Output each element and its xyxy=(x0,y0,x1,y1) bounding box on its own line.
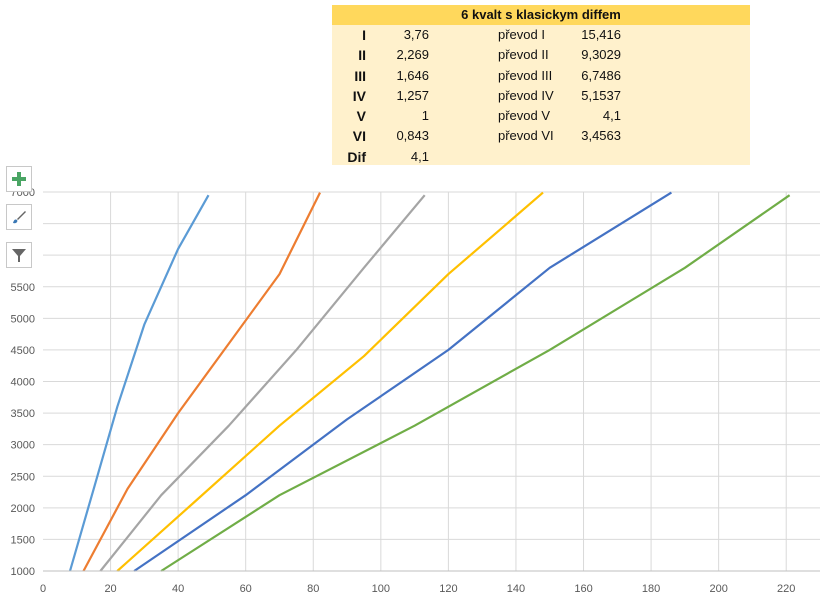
series-line-4 xyxy=(116,191,544,572)
x-tick-label: 0 xyxy=(40,583,46,595)
plus-icon xyxy=(12,172,26,186)
y-tick-label: 5500 xyxy=(11,282,35,294)
x-tick-label: 120 xyxy=(439,583,457,595)
table-row: III 1,646 převod III 6,7486 xyxy=(332,66,750,86)
transmission-value: 9,3029 xyxy=(581,47,621,63)
y-tick-label: 4500 xyxy=(11,345,35,357)
series-line-2 xyxy=(82,192,321,572)
gear-ratio-table: 6 kvalt s klasickym diffem I 3,76 převod I… xyxy=(332,5,750,165)
gear-ratio: 3,76 xyxy=(403,27,429,42)
series-line-6 xyxy=(160,194,791,572)
transmission-value: 5,1537 xyxy=(581,87,621,103)
chart-elements-button[interactable] xyxy=(6,166,32,192)
table-row: IV 1,257 převod IV 5,1537 xyxy=(332,86,750,106)
gear-label: V xyxy=(356,108,366,125)
table-row: V 1 převod V 4,1 xyxy=(332,106,750,126)
chart-styles-button[interactable] xyxy=(6,204,32,230)
x-tick-label: 220 xyxy=(777,583,795,595)
x-tick-label: 60 xyxy=(240,583,252,595)
gear-ratio: 2,269 xyxy=(396,47,429,63)
series-line-5 xyxy=(133,191,672,572)
y-tick-label: 2000 xyxy=(11,503,35,515)
table-row: Dif 4,1 xyxy=(332,147,750,167)
gear-ratio: 1 xyxy=(421,108,429,124)
transmission-value: 3,4563 xyxy=(581,128,621,144)
brush-icon xyxy=(13,211,26,224)
x-tick-label: 80 xyxy=(307,583,319,595)
x-tick-label: 100 xyxy=(372,583,390,595)
y-tick-label: 1000 xyxy=(11,566,35,578)
transmission-label: převod V xyxy=(498,108,551,124)
gear-label: I xyxy=(362,27,366,43)
table-row: II 2,269 převod II 9,3029 xyxy=(332,45,750,65)
x-tick-label: 40 xyxy=(172,583,184,595)
x-tick-label: 140 xyxy=(507,583,525,595)
transmission-value: 15,416 xyxy=(581,27,621,42)
gear-ratio: 1,646 xyxy=(396,67,429,83)
table-row: I 3,76 převod I 15,416 xyxy=(332,25,750,45)
x-tick-label: 160 xyxy=(574,583,592,595)
series-line-3 xyxy=(99,194,426,572)
transmission-label: převod III xyxy=(498,67,553,83)
gear-ratio: 0,843 xyxy=(396,128,429,144)
transmission-value: 6,7486 xyxy=(581,67,621,83)
gear-label: Dif xyxy=(347,148,366,165)
transmission-label: převod I xyxy=(498,27,545,42)
table-row: VI 0,843 převod VI 3,4563 xyxy=(332,126,750,146)
gear-ratio: 1,257 xyxy=(396,87,429,103)
x-tick-label: 180 xyxy=(642,583,660,595)
y-tick-label: 4000 xyxy=(11,377,35,389)
filter-icon xyxy=(12,249,26,262)
x-tick-label: 20 xyxy=(104,583,116,595)
gear-label: IV xyxy=(352,87,366,104)
y-tick-label: 1500 xyxy=(11,534,35,546)
series-line-1 xyxy=(68,194,210,572)
transmission-label: převod IV xyxy=(498,87,554,103)
gear-label: II xyxy=(358,47,366,64)
x-tick-label: 200 xyxy=(709,583,727,595)
transmission-value: 4,1 xyxy=(602,108,621,124)
gear-label: VI xyxy=(352,128,366,145)
y-tick-label: 2500 xyxy=(11,471,35,483)
transmission-label: převod VI xyxy=(498,128,554,144)
y-tick-label: 3000 xyxy=(11,440,35,452)
table-title: 6 kvalt s klasickym diffem xyxy=(332,5,750,25)
chart-filters-button[interactable] xyxy=(6,242,32,268)
transmission-label: převod II xyxy=(498,47,549,63)
table-rows: I 3,76 převod I 15,416 II 2,269 převod II 9,302… xyxy=(332,25,750,167)
gear-label: III xyxy=(354,67,366,84)
gear-ratio: 4,1 xyxy=(410,148,429,164)
y-tick-label: 3500 xyxy=(11,408,35,420)
y-tick-label: 5000 xyxy=(11,313,35,325)
